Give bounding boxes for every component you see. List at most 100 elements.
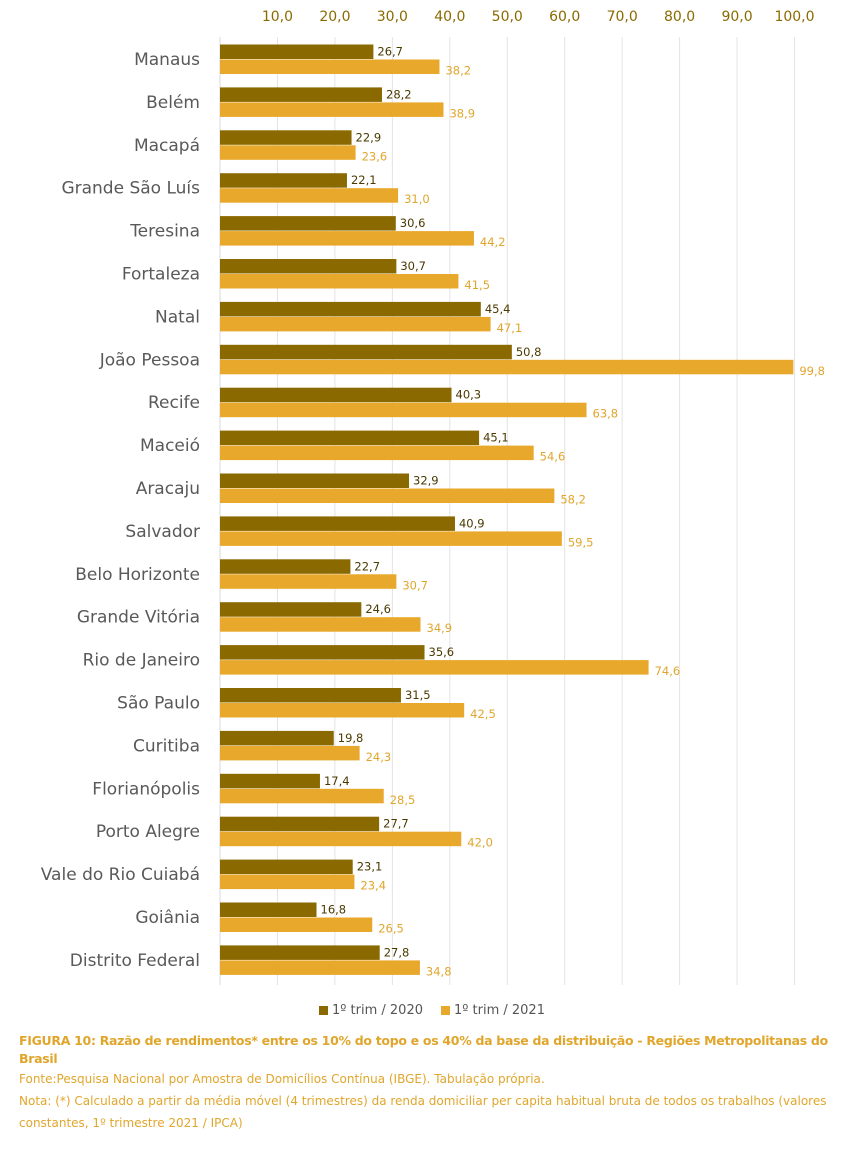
- bar-2021: [220, 145, 356, 160]
- bar-2020: [220, 216, 396, 231]
- data-label-2020: 40,9: [459, 516, 485, 530]
- data-label-2020: 27,8: [384, 945, 410, 959]
- category-label: Recife: [148, 393, 200, 413]
- data-label-2021: 54,6: [540, 450, 566, 464]
- legend-swatch-2021: [441, 1006, 450, 1015]
- data-label-2021: 41,5: [464, 278, 490, 292]
- bar-2020: [220, 645, 425, 660]
- category-label: Goiânia: [135, 908, 200, 928]
- data-label-2020: 19,8: [338, 731, 364, 745]
- source-note: Fonte:Pesquisa Nacional por Amostra de D…: [19, 1072, 545, 1086]
- data-label-2021: 34,9: [427, 621, 453, 635]
- data-label-2020: 24,6: [365, 602, 391, 616]
- data-label-2021: 30,7: [402, 578, 428, 592]
- data-label-2021: 23,4: [360, 879, 386, 893]
- data-label-2020: 26,7: [377, 45, 403, 59]
- category-labels: Manaus Belém Macapá Grande São Luís Teresina…: [41, 50, 200, 971]
- data-label-2020: 50,8: [516, 345, 542, 359]
- x-tick-label: 70,0: [607, 9, 638, 25]
- category-label: Belo Horizonte: [75, 565, 200, 585]
- bar-2021: [220, 788, 384, 804]
- bar-2021: [220, 59, 440, 74]
- data-labels: 26,7 38,2 28,2 38,9 22,9 23,6 22,1 31,0 30,6 44,2…: [321, 45, 825, 979]
- bar-2020: [220, 688, 401, 703]
- category-label: Porto Alegre: [96, 822, 200, 842]
- bar-2020: [220, 44, 374, 59]
- category-label: Manaus: [134, 50, 200, 70]
- category-label: Maceió: [140, 436, 200, 456]
- data-label-2020: 45,1: [483, 431, 509, 445]
- bar-2020: [220, 387, 452, 403]
- category-label: Belém: [146, 93, 200, 113]
- x-tick-label: 30,0: [377, 9, 408, 25]
- data-label-2021: 58,2: [560, 493, 586, 507]
- x-tick-label: 60,0: [549, 9, 580, 25]
- bar-2020: [220, 130, 352, 145]
- bar-2021: [220, 574, 397, 589]
- bar-2020: [220, 259, 397, 274]
- bar-2020: [220, 173, 347, 188]
- bar-2021: [220, 531, 562, 546]
- bar-2021: [220, 960, 420, 975]
- bar-2021: [220, 231, 474, 246]
- data-label-2021: 38,9: [449, 106, 475, 120]
- data-label-2020: 35,6: [429, 645, 455, 659]
- category-label: Curitiba: [133, 736, 200, 756]
- bar-2021: [220, 617, 421, 632]
- x-tick-label: 10,0: [262, 9, 293, 25]
- bar-2021: [220, 402, 587, 418]
- bar-2021: [220, 745, 360, 761]
- data-label-2021: 59,5: [568, 535, 594, 549]
- bar-2020: [220, 859, 353, 875]
- legend-item-2020: 1º trim / 2020: [319, 1003, 423, 1018]
- figure-title: FIGURA 10: Razão de rendimentos* entre o…: [19, 1033, 828, 1066]
- legend-swatch-2020: [319, 1006, 329, 1015]
- bar-2021: [220, 874, 355, 890]
- data-label-2021: 34,8: [426, 964, 452, 978]
- data-label-2021: 38,2: [445, 64, 471, 78]
- category-label: Distrito Federal: [70, 951, 200, 971]
- bar-2021: [220, 488, 555, 503]
- x-tick-label: 100,0: [774, 9, 814, 25]
- x-tick-label: 40,0: [434, 9, 465, 25]
- category-label: Rio de Janeiro: [83, 651, 200, 671]
- data-label-2021: 26,5: [378, 922, 404, 936]
- x-tick-label: 20,0: [319, 9, 350, 25]
- x-axis-ticks: 10,0 20,0 30,0 40,0 50,0 60,0 70,0 80,0 90,0 100,…: [262, 9, 815, 25]
- data-label-2020: 31,5: [405, 688, 431, 702]
- category-label: Grande Vitória: [77, 608, 200, 628]
- category-label: Macapá: [134, 136, 200, 156]
- legend-item-2021: 1º trim / 2021: [441, 1003, 545, 1018]
- figure-caption: FIGURA 10: Razão de rendimentos* entre o…: [19, 1032, 845, 1134]
- bar-2021: [220, 102, 444, 117]
- category-label: Fortaleza: [122, 265, 200, 285]
- data-label-2021: 42,0: [467, 836, 493, 850]
- data-label-2021: 47,1: [497, 321, 523, 335]
- data-label-2021: 74,6: [655, 664, 681, 678]
- bar-2020: [220, 816, 380, 832]
- category-label: João Pessoa: [99, 350, 200, 370]
- data-label-2021: 99,8: [799, 364, 825, 378]
- data-label-2020: 16,8: [321, 903, 347, 917]
- bar-2020: [220, 301, 481, 317]
- x-tick-label: 50,0: [492, 9, 523, 25]
- data-label-2020: 30,6: [400, 216, 426, 230]
- data-label-2020: 45,4: [485, 302, 511, 316]
- data-label-2020: 30,7: [400, 259, 426, 273]
- bar-2020: [220, 602, 362, 617]
- bar-2021: [220, 188, 399, 203]
- data-label-2021: 23,6: [362, 149, 388, 163]
- data-label-2020: 17,4: [324, 774, 350, 788]
- bar-2021: [220, 703, 465, 718]
- bar-2021: [220, 274, 459, 289]
- data-label-2020: 27,7: [383, 817, 409, 831]
- data-label-2020: 22,1: [351, 173, 377, 187]
- legend-label-2021: 1º trim / 2021: [454, 1003, 545, 1018]
- category-label: Aracaju: [136, 479, 200, 499]
- category-label: Florianópolis: [92, 779, 200, 799]
- data-label-2021: 31,0: [404, 192, 430, 206]
- bar-chart: 10,0 20,0 30,0 40,0 50,0 60,0 70,0 80,0 90,0 100,…: [41, 9, 825, 985]
- bar-2020: [220, 945, 380, 960]
- legend-label-2020: 1º trim / 2020: [332, 1003, 423, 1018]
- data-label-2021: 42,5: [470, 707, 496, 721]
